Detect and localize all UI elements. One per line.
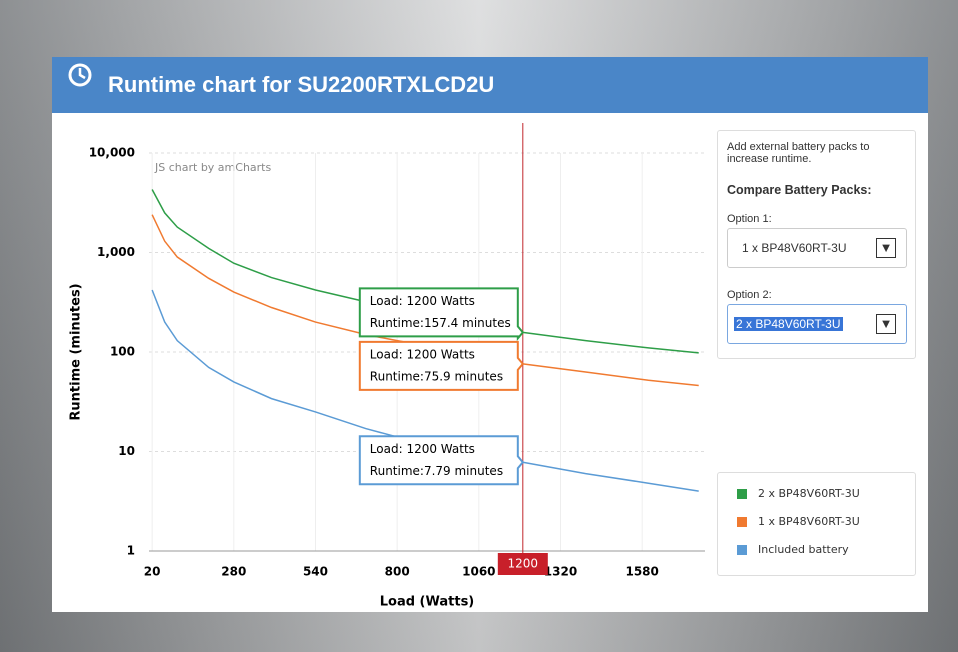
header: Runtime chart for SU2200RTXLCD2U [52, 57, 928, 113]
y-tick-label: 100 [110, 345, 135, 359]
y-tick-label: 1,000 [97, 245, 135, 259]
dropdown-arrow[interactable]: ▼ [876, 314, 896, 334]
x-tick-label: 1060 [462, 565, 495, 579]
x-tick-label: 540 [303, 565, 328, 579]
legend-box [717, 472, 916, 576]
legend-swatch [737, 489, 747, 499]
heading: Compare Battery Packs: [727, 183, 872, 197]
legend-swatch [737, 545, 747, 555]
credit: JS chart by amCharts [154, 161, 271, 174]
cursor-badge [497, 553, 548, 575]
x-tick-label: 20 [144, 565, 161, 579]
tooltip-text: Runtime:7.79 minutes [370, 464, 503, 478]
tooltip-box [358, 435, 525, 486]
y-tick-label: 10,000 [89, 146, 135, 160]
tooltip-text: Runtime:75.9 minutes [370, 369, 503, 383]
clock-icon [68, 63, 92, 87]
option-label: Option 2: [727, 289, 772, 301]
legend-label: Included battery [758, 543, 849, 556]
y-tick-label: 1 [127, 544, 135, 558]
dropdown-arrow[interactable]: ▼ [876, 238, 896, 258]
battery-panel: Add external battery packs to increase r… [717, 130, 916, 359]
option1-select[interactable]: 1 x BP48V60RT-3U ▼ [727, 228, 907, 268]
x-tick-label: 280 [221, 565, 246, 579]
select-value: 2 x BP48V60RT-3U [734, 317, 843, 331]
series-line [151, 189, 699, 354]
series-line [151, 289, 699, 492]
x-tick-label: 800 [385, 565, 410, 579]
tooltip-text: Load: 1200 Watts [370, 294, 475, 308]
tooltip-text: Load: 1200 Watts [370, 442, 475, 456]
tooltip-text: Load: 1200 Watts [370, 347, 475, 361]
x-axis-title: Load (Watts) [380, 595, 475, 610]
option2-select[interactable]: 2 x BP48V60RT-3U ▼ [727, 304, 907, 344]
tooltip-box [358, 340, 525, 391]
cursor-label: 1200 [508, 557, 539, 571]
tooltip-text: Runtime:157.4 minutes [370, 316, 511, 330]
legend-swatch [737, 517, 747, 527]
select-value: 1 x BP48V60RT-3U [742, 241, 847, 255]
series-line [151, 214, 699, 387]
tooltip-box [358, 287, 525, 342]
page-title: Runtime chart for SU2200RTXLCD2U [108, 72, 495, 97]
legend-label: 2 x BP48V60RT-3U [758, 487, 860, 500]
legend-label: 1 x BP48V60RT-3U [758, 515, 860, 528]
intro: Add external battery packs to increase r… [727, 141, 870, 165]
option-label: Option 1: [727, 213, 772, 225]
x-tick-label: 1580 [625, 565, 658, 579]
x-tick-label: 1320 [544, 565, 577, 579]
y-tick-label: 10 [118, 444, 135, 458]
y-axis-title: Runtime (minutes) [69, 283, 84, 420]
